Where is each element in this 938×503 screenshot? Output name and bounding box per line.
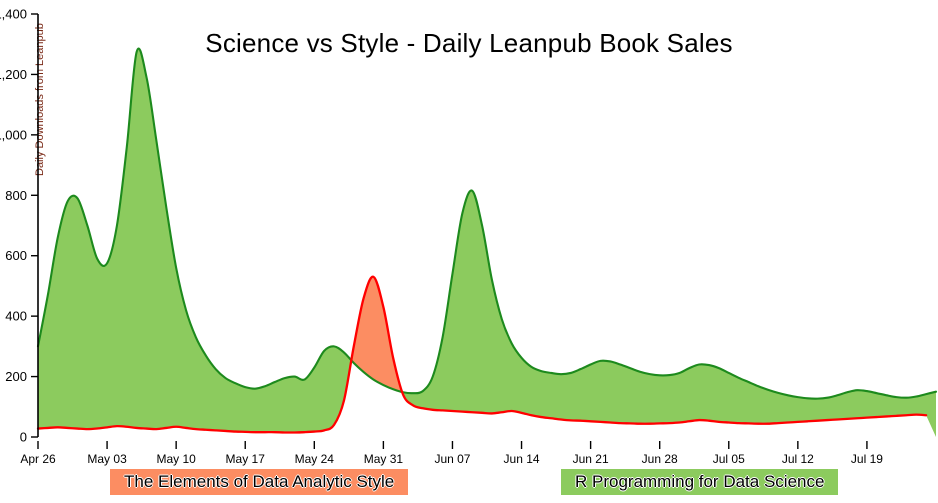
y-tick-label: 1,400	[0, 7, 27, 22]
x-tick-label: Jul 05	[713, 452, 745, 466]
legend: The Elements of Data Analytic Style R Pr…	[0, 469, 938, 499]
x-tick-label: May 17	[226, 452, 266, 466]
chart-title: Science vs Style - Daily Leanpub Book Sa…	[205, 28, 733, 58]
y-tick-label: 1,000	[0, 127, 27, 142]
green-area-series	[38, 48, 936, 438]
y-tick-label: 1,200	[0, 67, 27, 82]
legend-item-style[interactable]: The Elements of Data Analytic Style	[110, 469, 409, 495]
legend-item-science[interactable]: R Programming for Data Science	[561, 469, 839, 495]
y-tick-label: 400	[5, 309, 27, 324]
x-tick-label: Jul 19	[851, 452, 883, 466]
orange-area-series	[38, 276, 936, 437]
y-tick-label: 800	[5, 188, 27, 203]
y-tick-label: 0	[20, 430, 27, 445]
x-tick-label: May 03	[87, 452, 127, 466]
y-tick-label: 200	[5, 369, 27, 384]
x-tick-label: Jun 21	[573, 452, 609, 466]
x-tick-label: May 31	[364, 452, 404, 466]
x-tick-label: Jun 14	[504, 452, 540, 466]
x-tick-label: Jun 28	[642, 452, 678, 466]
x-tick-label: Jul 12	[782, 452, 814, 466]
y-tick-label: 600	[5, 248, 27, 263]
x-tick-label: Jun 07	[434, 452, 470, 466]
green-series-line	[36, 47, 938, 400]
x-tick-label: May 10	[156, 452, 196, 466]
orange-series-line	[36, 275, 928, 434]
x-tick-label: Apr 26	[20, 452, 56, 466]
x-tick-label: May 24	[295, 452, 335, 466]
